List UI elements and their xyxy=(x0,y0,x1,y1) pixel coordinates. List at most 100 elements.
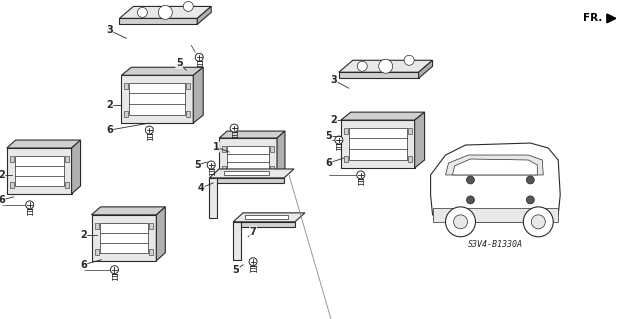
Polygon shape xyxy=(149,249,154,255)
Polygon shape xyxy=(122,75,193,123)
Polygon shape xyxy=(92,207,165,215)
Polygon shape xyxy=(120,19,197,24)
Polygon shape xyxy=(339,60,433,72)
Circle shape xyxy=(111,266,118,274)
Circle shape xyxy=(379,59,393,73)
Circle shape xyxy=(445,207,476,237)
Polygon shape xyxy=(10,156,13,162)
Circle shape xyxy=(526,176,534,184)
Polygon shape xyxy=(122,67,204,75)
Polygon shape xyxy=(233,213,305,222)
Circle shape xyxy=(467,196,474,204)
Circle shape xyxy=(335,136,343,144)
Circle shape xyxy=(145,126,154,134)
Circle shape xyxy=(531,215,545,229)
Text: FR.: FR. xyxy=(583,13,602,23)
Polygon shape xyxy=(433,208,558,222)
Polygon shape xyxy=(339,72,419,78)
Circle shape xyxy=(158,5,172,19)
Polygon shape xyxy=(186,83,190,89)
Polygon shape xyxy=(419,60,433,78)
Polygon shape xyxy=(452,159,538,175)
Polygon shape xyxy=(209,178,217,218)
Text: 6: 6 xyxy=(106,125,113,135)
Polygon shape xyxy=(120,6,211,19)
Text: 1: 1 xyxy=(213,142,220,152)
Polygon shape xyxy=(277,131,285,178)
Polygon shape xyxy=(156,207,165,261)
Polygon shape xyxy=(193,67,204,123)
Polygon shape xyxy=(233,222,241,260)
Text: 2: 2 xyxy=(80,230,87,240)
Polygon shape xyxy=(129,83,185,115)
Text: 5: 5 xyxy=(176,58,182,68)
Polygon shape xyxy=(341,120,415,168)
Circle shape xyxy=(404,55,414,65)
Text: 6: 6 xyxy=(80,260,87,270)
Polygon shape xyxy=(149,223,154,229)
Circle shape xyxy=(454,215,467,229)
Text: 4: 4 xyxy=(198,183,205,193)
Circle shape xyxy=(207,161,215,169)
Polygon shape xyxy=(270,166,274,172)
Text: 5: 5 xyxy=(326,131,332,141)
Polygon shape xyxy=(99,223,148,253)
Polygon shape xyxy=(227,146,269,170)
Text: 3: 3 xyxy=(106,25,113,35)
Polygon shape xyxy=(431,143,560,222)
Polygon shape xyxy=(197,6,211,24)
Polygon shape xyxy=(445,155,543,175)
Polygon shape xyxy=(222,166,226,172)
Polygon shape xyxy=(95,249,99,255)
Polygon shape xyxy=(349,128,406,160)
Polygon shape xyxy=(209,169,294,178)
Polygon shape xyxy=(415,112,424,168)
Circle shape xyxy=(195,53,204,61)
Polygon shape xyxy=(341,112,424,120)
Circle shape xyxy=(524,207,553,237)
Text: 5: 5 xyxy=(194,160,200,170)
Text: 6: 6 xyxy=(326,158,332,168)
Polygon shape xyxy=(270,146,274,152)
Polygon shape xyxy=(209,178,284,183)
Text: 2: 2 xyxy=(0,170,5,180)
Circle shape xyxy=(183,2,193,11)
Text: 2: 2 xyxy=(106,100,113,110)
Polygon shape xyxy=(233,222,295,227)
Text: 6: 6 xyxy=(0,195,5,205)
Text: 2: 2 xyxy=(330,115,337,125)
Text: 5: 5 xyxy=(233,265,239,275)
Polygon shape xyxy=(7,140,81,148)
Polygon shape xyxy=(95,223,99,229)
Circle shape xyxy=(467,176,474,184)
Polygon shape xyxy=(72,140,81,194)
Circle shape xyxy=(138,7,147,18)
Polygon shape xyxy=(344,128,348,134)
Polygon shape xyxy=(65,156,68,162)
Polygon shape xyxy=(65,182,68,188)
Polygon shape xyxy=(7,148,72,194)
Circle shape xyxy=(230,124,238,132)
Circle shape xyxy=(357,61,367,71)
Polygon shape xyxy=(224,171,269,175)
Polygon shape xyxy=(124,83,129,89)
Polygon shape xyxy=(408,128,412,134)
Polygon shape xyxy=(408,156,412,162)
Polygon shape xyxy=(219,138,277,178)
Polygon shape xyxy=(186,111,190,117)
Polygon shape xyxy=(10,182,13,188)
Polygon shape xyxy=(15,156,63,186)
Text: 7: 7 xyxy=(250,227,257,237)
Polygon shape xyxy=(245,215,288,219)
Polygon shape xyxy=(222,146,226,152)
Polygon shape xyxy=(344,156,348,162)
Circle shape xyxy=(249,258,257,266)
Text: 3: 3 xyxy=(330,75,337,85)
Polygon shape xyxy=(219,131,285,138)
Circle shape xyxy=(526,196,534,204)
Circle shape xyxy=(356,171,365,179)
Circle shape xyxy=(26,201,34,209)
Text: S3V4-B1330A: S3V4-B1330A xyxy=(468,240,523,249)
Polygon shape xyxy=(92,215,156,261)
Polygon shape xyxy=(124,111,129,117)
